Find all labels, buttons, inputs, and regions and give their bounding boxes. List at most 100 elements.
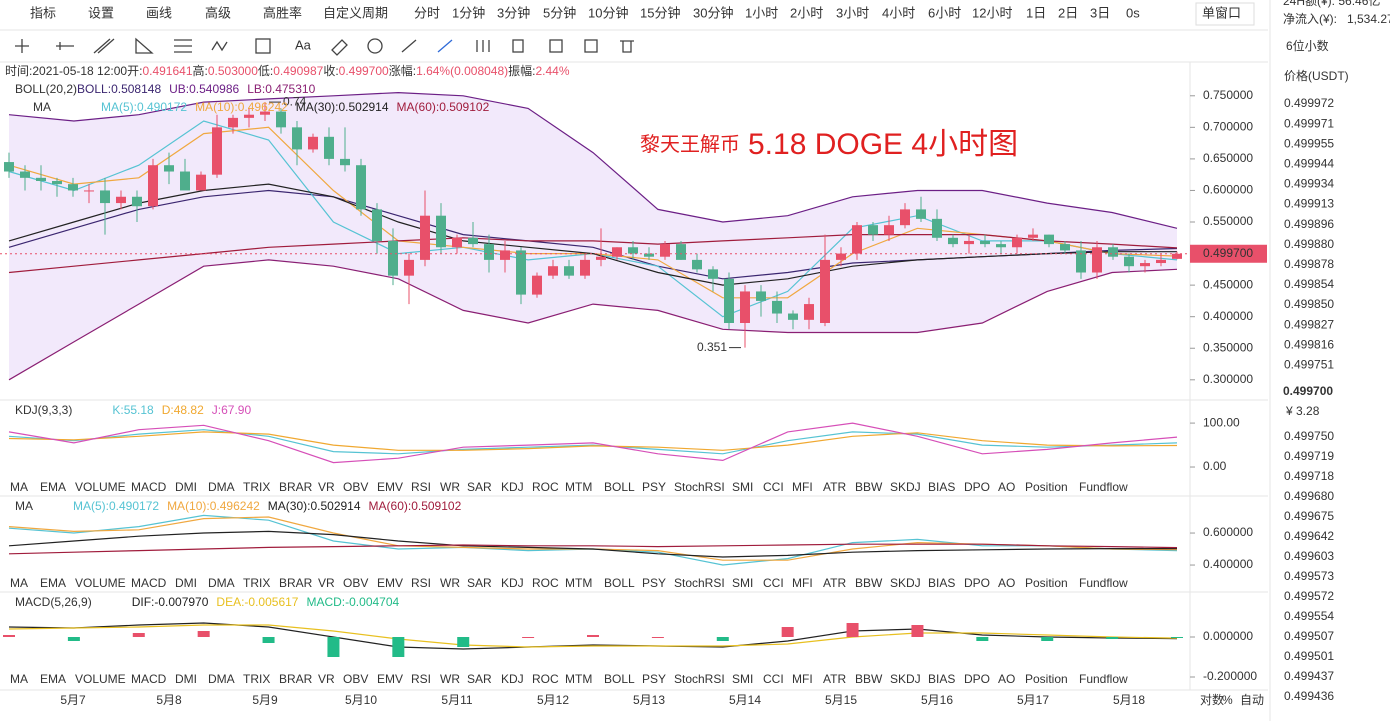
indicator-tab[interactable]: SKDJ <box>890 480 921 494</box>
indicator-tab[interactable]: Position <box>1025 576 1068 590</box>
tool-copy[interactable] <box>549 39 563 53</box>
toolbar-item[interactable]: 2小时 <box>790 5 823 20</box>
indicator-tab[interactable]: TRIX <box>243 672 270 686</box>
indicator-tab[interactable]: ATR <box>823 480 846 494</box>
toolbar-item[interactable]: 30分钟 <box>693 5 733 20</box>
indicator-tab[interactable]: AO <box>998 480 1015 494</box>
tool-triangle[interactable] <box>135 37 154 54</box>
indicator-tab[interactable]: SAR <box>467 672 492 686</box>
indicator-tab[interactable]: SMI <box>732 480 753 494</box>
indicator-tab[interactable]: MTM <box>565 672 592 686</box>
indicator-tab[interactable]: CCI <box>763 480 784 494</box>
indicator-tab[interactable]: DMA <box>208 672 235 686</box>
indicator-tab[interactable]: EMA <box>40 672 66 686</box>
indicator-tab[interactable]: MACD <box>131 480 167 494</box>
toolbar-item[interactable]: 指标 <box>30 5 56 20</box>
indicator-tab[interactable]: StochRSI <box>674 480 725 494</box>
indicator-tab[interactable]: AO <box>998 576 1015 590</box>
indicator-tab[interactable]: Fundflow <box>1079 576 1128 590</box>
toolbar-item[interactable]: 1分钟 <box>452 5 485 20</box>
indicator-tab[interactable]: WR <box>440 672 460 686</box>
toolbar-item[interactable]: 10分钟 <box>588 5 628 20</box>
indicator-tab[interactable]: MTM <box>565 576 592 590</box>
indicator-tab[interactable]: Fundflow <box>1079 672 1128 686</box>
indicator-tab[interactable]: ROC <box>532 672 559 686</box>
tool-channel[interactable] <box>93 38 115 54</box>
tool-lock[interactable] <box>512 39 524 53</box>
indicator-tab[interactable]: BRAR <box>279 480 313 494</box>
indicator-tab[interactable]: RSI <box>411 672 431 686</box>
window-button[interactable] <box>1195 2 1255 26</box>
indicator-tab[interactable]: CCI <box>763 672 784 686</box>
toolbar-item[interactable]: 15分钟 <box>640 5 680 20</box>
tool-text[interactable]: Aa <box>295 37 312 52</box>
toolbar-item[interactable]: 1小时 <box>745 5 778 20</box>
indicator-tab[interactable]: BBW <box>855 480 883 494</box>
indicator-tab[interactable]: MFI <box>792 576 813 590</box>
indicator-tab[interactable]: KDJ <box>501 672 524 686</box>
indicator-tab[interactable]: SAR <box>467 576 492 590</box>
tool-bars[interactable] <box>476 40 490 52</box>
toolbar-item[interactable]: 高胜率 <box>263 5 302 20</box>
indicator-tab[interactable]: WR <box>440 576 460 590</box>
indicator-tab[interactable]: MTM <box>565 480 592 494</box>
toolbar-item[interactable]: 3分钟 <box>497 5 530 20</box>
axis-option[interactable]: 自动 <box>1240 693 1264 707</box>
toolbar-item[interactable]: 自定义周期 <box>323 5 388 20</box>
indicator-tab[interactable]: DMI <box>175 480 197 494</box>
indicator-tab[interactable]: SKDJ <box>890 672 921 686</box>
toolbar-item[interactable]: 1日 <box>1026 5 1046 20</box>
toolbar-item[interactable]: 设置 <box>88 5 114 20</box>
indicator-tab[interactable]: PSY <box>642 672 666 686</box>
indicator-tab[interactable]: BOLL <box>604 480 635 494</box>
tool-rect[interactable] <box>255 38 271 54</box>
indicator-tab[interactable]: BIAS <box>928 576 955 590</box>
indicator-tab[interactable]: BOLL <box>604 672 635 686</box>
indicator-tab[interactable]: VOLUME <box>75 576 126 590</box>
tool-hline[interactable] <box>56 42 74 50</box>
indicator-tab[interactable]: RSI <box>411 480 431 494</box>
indicator-tab[interactable]: VOLUME <box>75 672 126 686</box>
tool-settings[interactable] <box>584 39 598 53</box>
indicator-tab[interactable]: KDJ <box>501 576 524 590</box>
indicator-tab[interactable]: ATR <box>823 576 846 590</box>
indicator-tab[interactable]: EMV <box>377 480 403 494</box>
indicator-tab[interactable]: DMA <box>208 576 235 590</box>
tool-magnet[interactable] <box>367 38 383 54</box>
indicator-tab[interactable]: ROC <box>532 480 559 494</box>
indicator-tab[interactable]: BRAR <box>279 576 313 590</box>
indicator-tab[interactable]: DPO <box>964 480 990 494</box>
indicator-tab[interactable]: MFI <box>792 480 813 494</box>
tool-marker[interactable] <box>331 39 348 56</box>
indicator-tab[interactable]: MACD <box>131 672 167 686</box>
indicator-tab[interactable]: EMA <box>40 576 66 590</box>
indicator-tab[interactable]: MA <box>10 480 28 494</box>
indicator-tab[interactable]: ATR <box>823 672 846 686</box>
indicator-tab[interactable]: PSY <box>642 480 666 494</box>
indicator-tab[interactable]: BRAR <box>279 672 313 686</box>
indicator-tab[interactable]: EMV <box>377 576 403 590</box>
tool-pen[interactable] <box>437 39 453 53</box>
tool-wave[interactable] <box>211 40 228 52</box>
indicator-tab[interactable]: PSY <box>642 576 666 590</box>
indicator-tab[interactable]: EMV <box>377 672 403 686</box>
indicator-tab[interactable]: Fundflow <box>1079 480 1128 494</box>
toolbar-item[interactable]: 3小时 <box>836 5 869 20</box>
indicator-tab[interactable]: VR <box>318 672 335 686</box>
toolbar-item[interactable]: 5分钟 <box>543 5 576 20</box>
indicator-tab[interactable]: SMI <box>732 672 753 686</box>
indicator-tab[interactable]: TRIX <box>243 480 270 494</box>
indicator-tab[interactable]: AO <box>998 672 1015 686</box>
indicator-tab[interactable]: Position <box>1025 480 1068 494</box>
toolbar-item[interactable]: 2日 <box>1058 5 1078 20</box>
indicator-tab[interactable]: WR <box>440 480 460 494</box>
indicator-tab[interactable]: DMI <box>175 576 197 590</box>
toolbar-item[interactable]: 画线 <box>146 5 172 20</box>
indicator-tab[interactable]: BIAS <box>928 480 955 494</box>
indicator-tab[interactable]: VR <box>318 480 335 494</box>
indicator-tab[interactable]: Position <box>1025 672 1068 686</box>
indicator-tab[interactable]: StochRSI <box>674 672 725 686</box>
indicator-tab[interactable]: SAR <box>467 480 492 494</box>
indicator-tab[interactable]: StochRSI <box>674 576 725 590</box>
indicator-tab[interactable]: OBV <box>343 576 368 590</box>
